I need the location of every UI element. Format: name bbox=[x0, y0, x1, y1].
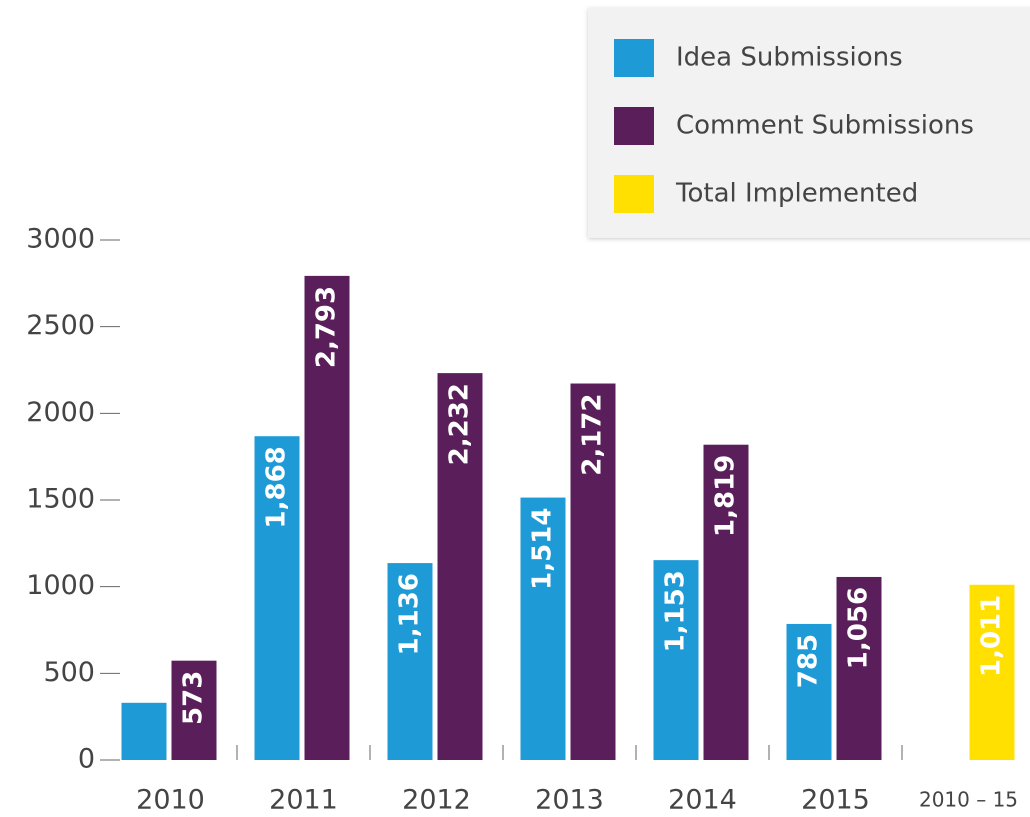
y-tick-label: 0 bbox=[78, 744, 95, 775]
legend-swatch bbox=[614, 175, 654, 213]
x-tick-label: 2011 bbox=[269, 785, 338, 816]
value-label: 1,011 bbox=[977, 595, 1007, 677]
y-tick-label: 500 bbox=[43, 657, 95, 688]
bar bbox=[254, 436, 300, 760]
y-tick-label: 2000 bbox=[26, 397, 95, 428]
bar bbox=[969, 584, 1015, 760]
bar bbox=[703, 444, 749, 760]
bar bbox=[387, 563, 433, 760]
x-tick-label: 2014 bbox=[668, 785, 737, 816]
value-label: 1,868 bbox=[262, 446, 292, 528]
x-tick-label: 2013 bbox=[535, 785, 604, 816]
legend-label: Total Implemented bbox=[675, 179, 918, 209]
x-tick-label: 2015 bbox=[801, 785, 870, 816]
x-tick-label: 2010 bbox=[136, 785, 205, 816]
value-label: 1,136 bbox=[395, 573, 425, 655]
legend-swatch bbox=[614, 39, 654, 77]
y-tick-label: 1500 bbox=[26, 484, 95, 515]
legend-box bbox=[588, 8, 1030, 238]
value-label: 2,232 bbox=[445, 383, 475, 465]
legend-label: Comment Submissions bbox=[676, 111, 974, 141]
value-label: 2,793 bbox=[312, 286, 342, 368]
legend-swatch bbox=[614, 107, 654, 145]
y-tick-label: 3000 bbox=[26, 224, 95, 255]
bar bbox=[836, 576, 882, 760]
value-label: 1,153 bbox=[661, 570, 691, 652]
value-label: 1,819 bbox=[711, 455, 741, 537]
value-label: 573 bbox=[179, 671, 209, 725]
legend-label: Idea Submissions bbox=[676, 43, 903, 73]
bar bbox=[304, 275, 350, 760]
value-label: 1,056 bbox=[844, 587, 874, 669]
bar bbox=[653, 560, 699, 760]
bar bbox=[570, 383, 616, 760]
y-tick-label: 2500 bbox=[26, 310, 95, 341]
bar bbox=[121, 702, 167, 760]
x-tick-label: 2010 – 15 bbox=[919, 788, 1018, 812]
value-label: 785 bbox=[794, 634, 824, 688]
value-label: 1,514 bbox=[528, 508, 558, 590]
bar bbox=[171, 660, 217, 760]
bar bbox=[437, 373, 483, 760]
bar bbox=[786, 623, 832, 760]
value-label: 2,172 bbox=[578, 394, 608, 476]
x-tick-label: 2012 bbox=[402, 785, 471, 816]
bar bbox=[520, 497, 566, 760]
y-tick-label: 1000 bbox=[26, 570, 95, 601]
